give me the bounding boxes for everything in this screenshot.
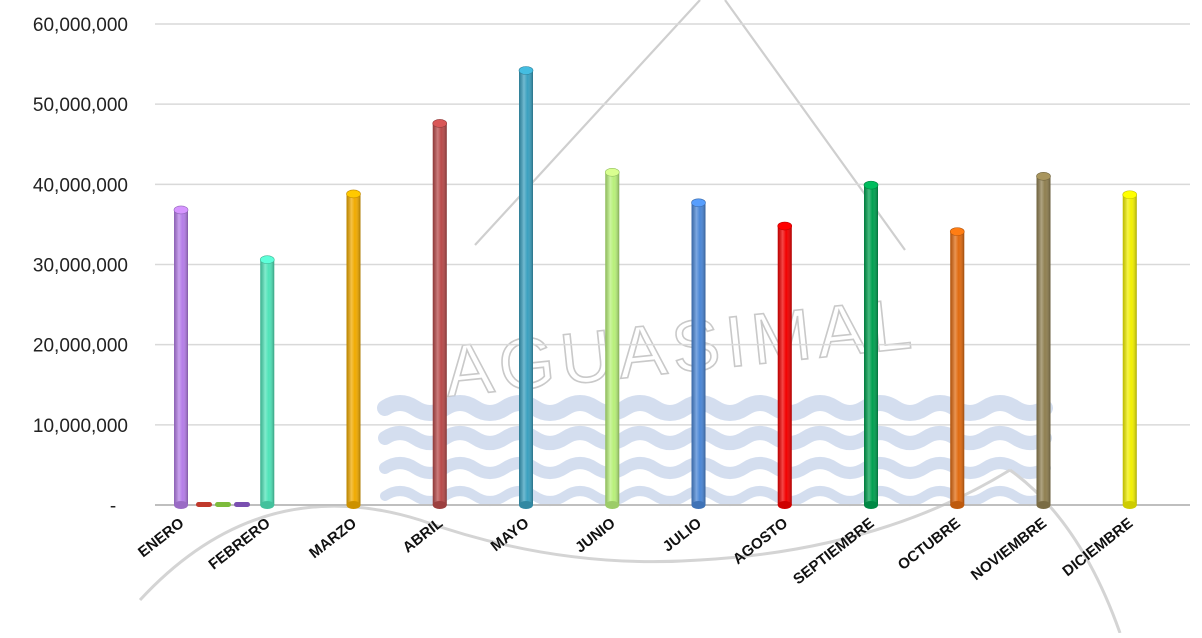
y-tick-label: 20,000,000 bbox=[33, 336, 128, 357]
watermark-wave bbox=[379, 457, 1051, 479]
y-tick-label: 60,000,000 bbox=[33, 15, 128, 36]
watermark-swoosh bbox=[138, 468, 1011, 602]
bar-mayo bbox=[518, 66, 534, 509]
watermark-swoosh bbox=[1009, 468, 1122, 634]
x-tick-label: JULIO bbox=[660, 515, 706, 556]
bar-extra-series-3-enero bbox=[234, 502, 250, 507]
bar-marzo bbox=[346, 189, 361, 509]
watermark-wave bbox=[377, 395, 1053, 421]
y-tick-label: 30,000,000 bbox=[33, 256, 128, 277]
x-tick-label: DICIEMBRE bbox=[1059, 515, 1136, 580]
bar-enero bbox=[173, 205, 189, 509]
x-axis-ticks: ENERO FEBRERO MARZO ABRIL MAYO JUNIO JULIO AGOS… bbox=[135, 515, 1136, 589]
y-axis-ticks: - 10,000,000 20,000,000 30,000,000 40,000,00… bbox=[33, 15, 128, 517]
watermark-text: AGUASIMAL bbox=[441, 283, 921, 412]
x-tick-label: NOVIEMBRE bbox=[968, 515, 1050, 584]
bar-noviembre bbox=[1036, 172, 1051, 509]
x-tick-label: OCTUBRE bbox=[895, 515, 964, 574]
x-tick-label: JUNIO bbox=[572, 515, 619, 557]
y-tick-label: - bbox=[110, 496, 116, 517]
watermark-wave bbox=[378, 426, 1052, 450]
bars bbox=[173, 66, 1138, 509]
x-tick-label: SEPTIEMBRE bbox=[790, 515, 877, 588]
bar-julio bbox=[691, 198, 706, 509]
bar-extra-series-2-enero bbox=[215, 502, 231, 507]
x-tick-label: ENERO bbox=[135, 515, 188, 561]
y-tick-label: 50,000,000 bbox=[33, 95, 128, 116]
bar-diciembre bbox=[1122, 190, 1138, 509]
y-tick-label: 40,000,000 bbox=[33, 175, 128, 196]
bar-septiembre bbox=[863, 180, 879, 509]
x-tick-label: FEBRERO bbox=[205, 515, 274, 574]
bar-febrero bbox=[259, 255, 275, 509]
watermark-triangle bbox=[474, 0, 906, 251]
x-tick-label: MARZO bbox=[306, 515, 360, 562]
bar-octubre bbox=[949, 227, 965, 509]
bar-extra-series-1-enero bbox=[196, 502, 212, 507]
y-tick-label: 10,000,000 bbox=[33, 416, 128, 437]
bar-junio bbox=[604, 168, 620, 509]
x-tick-label: AGOSTO bbox=[730, 515, 792, 568]
bar-abril bbox=[432, 119, 448, 509]
gridlines bbox=[155, 23, 1190, 506]
bar-agosto bbox=[777, 221, 793, 509]
watermark: AGUASIMAL bbox=[138, 0, 1122, 634]
watermark-wave bbox=[380, 486, 1050, 506]
